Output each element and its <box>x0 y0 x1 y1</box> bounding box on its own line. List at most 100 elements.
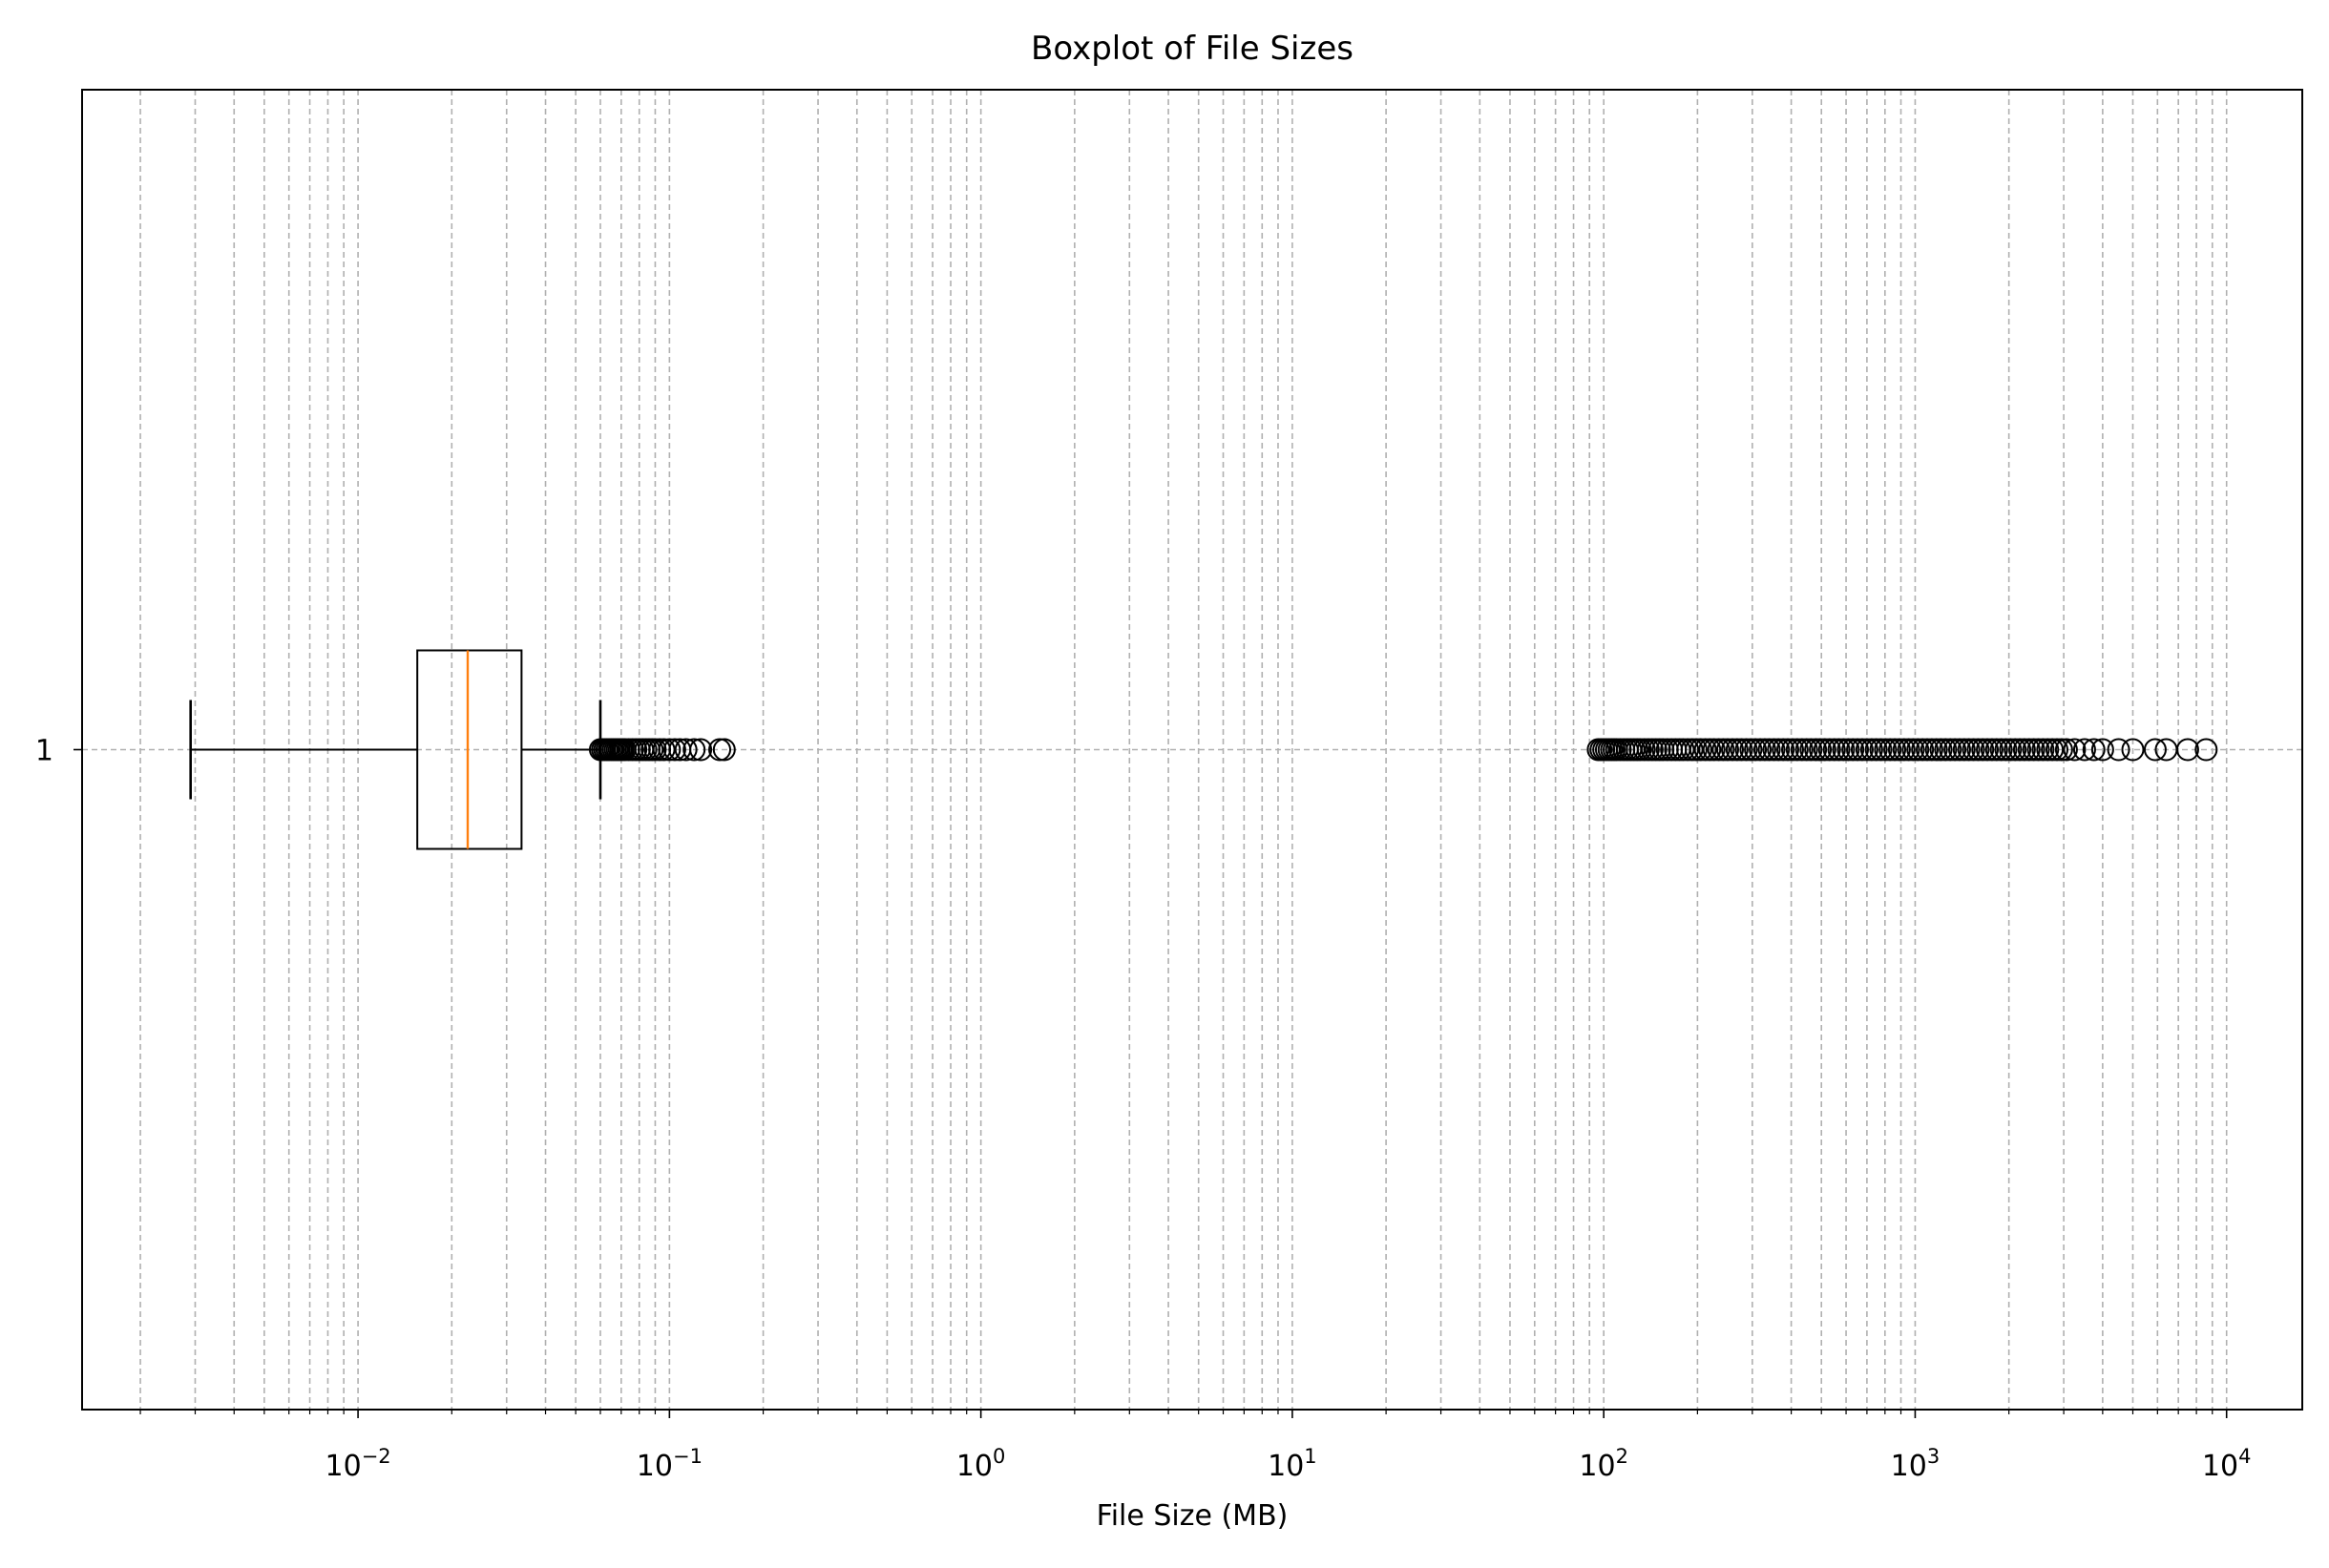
outlier-point <box>1901 738 1925 762</box>
outlier-point <box>1757 738 1781 762</box>
outlier-point <box>1999 738 2023 762</box>
outlier-point <box>689 738 713 762</box>
outlier-point <box>1813 738 1836 762</box>
outlier-layer <box>588 738 2218 762</box>
outlier-point <box>1772 738 1795 762</box>
tick-layer: 10−2 10−1 100 101 102 103 104 1 <box>35 735 2252 1484</box>
outlier-point <box>1850 738 1874 762</box>
outlier-point <box>1804 738 1828 762</box>
outlier-point <box>2045 738 2068 762</box>
outlier-point <box>1971 738 1995 762</box>
outlier-point <box>708 738 732 762</box>
outlier-point <box>1767 738 1791 762</box>
x-tick-label: 101 <box>1268 1445 1317 1483</box>
outlier-point <box>2022 738 2046 762</box>
outlier-point <box>658 738 682 762</box>
outlier-point <box>1749 738 1773 762</box>
x-tick-label: 10−1 <box>637 1445 703 1483</box>
outlier-point <box>1734 738 1758 762</box>
outlier-point <box>2004 738 2027 762</box>
outlier-point <box>1832 738 1856 762</box>
outlier-point <box>1785 738 1809 762</box>
outlier-point <box>1966 738 1990 762</box>
x-tick-label: 102 <box>1579 1445 1628 1483</box>
outlier-point <box>1878 738 1902 762</box>
outlier-point <box>1822 738 1846 762</box>
outlier-point <box>1702 738 1726 762</box>
outlier-point <box>2049 738 2073 762</box>
outlier-point <box>1892 738 1916 762</box>
outlier-point <box>1869 738 1893 762</box>
outlier-point <box>712 738 736 762</box>
outlier-point <box>1716 738 1740 762</box>
outlier-point <box>662 738 686 762</box>
outlier-point <box>1906 738 1930 762</box>
y-tick-label: 1 <box>35 735 53 768</box>
outlier-point <box>1989 738 2013 762</box>
outlier-point <box>1799 738 1823 762</box>
outlier-point <box>2041 738 2065 762</box>
outlier-point <box>1776 738 1800 762</box>
outlier-point <box>1929 738 1953 762</box>
x-axis-label: File Size (MB) <box>1097 1499 1289 1533</box>
outlier-point <box>1947 738 1971 762</box>
outlier-point <box>2012 738 2036 762</box>
outlier-point <box>2143 738 2167 762</box>
outlier-point <box>1976 738 2000 762</box>
outlier-point <box>652 738 676 762</box>
outlier-point <box>674 738 698 762</box>
outlier-point <box>2107 738 2130 762</box>
chart-title: Boxplot of File Sizes <box>1031 30 1353 68</box>
outlier-point <box>2017 738 2041 762</box>
outlier-point <box>1883 738 1907 762</box>
outlier-point <box>2036 738 2060 762</box>
outlier-point <box>2121 738 2145 762</box>
outlier-point <box>1934 738 1958 762</box>
outlier-point <box>1874 738 1898 762</box>
outlier-point <box>1721 738 1745 762</box>
outlier-point <box>1744 738 1768 762</box>
outlier-point <box>2090 738 2114 762</box>
outlier-point <box>1916 738 1940 762</box>
outlier-point <box>1887 738 1911 762</box>
x-tick-label: 103 <box>1891 1445 1941 1483</box>
outlier-point <box>2072 738 2096 762</box>
outlier-point <box>1684 738 1708 762</box>
outlier-point <box>1846 738 1870 762</box>
outlier-point <box>2026 738 2050 762</box>
outlier-point <box>1836 738 1860 762</box>
outlier-point <box>2194 738 2218 762</box>
outlier-point <box>2175 738 2199 762</box>
outlier-point <box>2054 738 2078 762</box>
outlier-point <box>1781 738 1805 762</box>
outlier-point <box>1952 738 1976 762</box>
outlier-point <box>1957 738 1981 762</box>
outlier-point <box>1943 738 1967 762</box>
outlier-point <box>1841 738 1865 762</box>
box-layer <box>189 649 602 850</box>
outlier-point <box>1817 738 1841 762</box>
iqr-box <box>416 649 523 850</box>
outlier-point <box>1864 738 1888 762</box>
outlier-point <box>1984 738 2008 762</box>
outlier-point <box>1730 738 1753 762</box>
outlier-point <box>2082 738 2106 762</box>
outlier-point <box>2063 738 2087 762</box>
outlier-point <box>1962 738 1985 762</box>
outlier-point <box>1994 738 2018 762</box>
outlier-point <box>1790 738 1814 762</box>
outlier-point <box>1827 738 1851 762</box>
outlier-point <box>1920 738 1943 762</box>
outlier-point <box>1859 738 1883 762</box>
outlier-point <box>2031 738 2055 762</box>
outlier-point <box>2008 738 2032 762</box>
outlier-point <box>1980 738 2004 762</box>
x-tick-label: 10−2 <box>325 1445 391 1483</box>
outlier-point <box>1924 738 1948 762</box>
outlier-point <box>1897 738 1920 762</box>
x-tick-label: 100 <box>956 1445 1006 1483</box>
outlier-point <box>1911 738 1935 762</box>
